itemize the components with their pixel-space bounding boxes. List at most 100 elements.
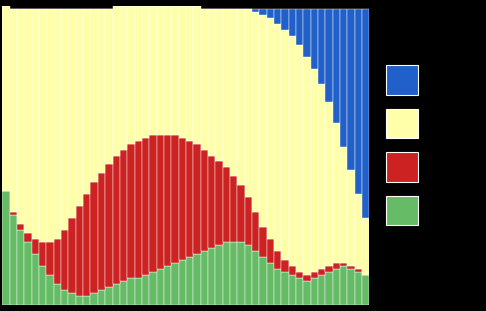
Bar [223, 167, 230, 242]
Bar [260, 9, 267, 15]
Bar [98, 9, 105, 174]
Bar [362, 275, 369, 305]
Bar [54, 239, 61, 284]
Bar [274, 9, 281, 24]
Bar [333, 9, 340, 123]
Bar [47, 9, 54, 242]
Bar [142, 137, 149, 275]
Bar [252, 9, 260, 12]
Bar [164, 135, 171, 266]
Bar [98, 290, 105, 305]
Bar [98, 174, 105, 290]
Bar [39, 266, 47, 305]
Bar [193, 144, 201, 254]
Bar [39, 242, 47, 266]
Bar [230, 176, 237, 242]
Bar [83, 9, 90, 194]
Bar [267, 9, 274, 18]
Bar [347, 170, 355, 266]
Bar [135, 278, 142, 305]
Bar [2, 6, 10, 191]
Bar [237, 185, 244, 242]
Bar [47, 242, 54, 275]
Bar [215, 161, 223, 245]
Bar [113, 156, 120, 284]
Bar [318, 9, 325, 84]
Bar [223, 242, 230, 305]
Bar [347, 9, 355, 170]
Bar [274, 24, 281, 251]
Bar [149, 135, 156, 272]
Bar [303, 275, 311, 281]
Bar [281, 30, 289, 260]
Bar [230, 9, 237, 176]
Bar [61, 9, 69, 230]
Bar [260, 257, 267, 305]
Bar [186, 6, 193, 141]
Bar [281, 272, 289, 305]
Bar [178, 260, 186, 305]
Bar [267, 239, 274, 263]
Bar [333, 263, 340, 269]
Bar [244, 9, 252, 197]
Bar [113, 6, 120, 156]
Bar [244, 197, 252, 245]
Bar [76, 296, 83, 305]
Bar [333, 269, 340, 305]
Bar [90, 293, 98, 305]
Bar [149, 6, 156, 135]
Bar [142, 6, 149, 137]
Bar [135, 141, 142, 278]
Bar [24, 233, 32, 242]
Bar [311, 9, 318, 69]
Bar [340, 146, 347, 263]
Bar [164, 6, 171, 135]
Bar [32, 239, 39, 254]
Bar [201, 150, 208, 251]
Bar [105, 9, 113, 165]
Bar [47, 275, 54, 305]
Bar [333, 123, 340, 263]
Bar [90, 9, 98, 182]
Bar [61, 230, 69, 290]
Bar [267, 263, 274, 305]
Bar [274, 251, 281, 269]
Bar [24, 242, 32, 305]
Bar [171, 263, 178, 305]
Bar [171, 135, 178, 263]
Bar [76, 9, 83, 206]
Bar [54, 9, 61, 239]
Bar [90, 182, 98, 293]
Bar [32, 9, 39, 239]
Bar [289, 36, 296, 266]
Bar [311, 69, 318, 272]
Bar [127, 144, 135, 278]
Bar [127, 278, 135, 305]
Bar [311, 272, 318, 278]
Bar [178, 6, 186, 137]
Bar [156, 6, 164, 135]
Bar [260, 227, 267, 257]
Bar [355, 194, 362, 269]
Bar [296, 9, 303, 45]
Bar [120, 281, 127, 305]
Bar [10, 9, 17, 212]
Bar [281, 9, 289, 30]
Bar [215, 9, 223, 161]
Bar [289, 266, 296, 275]
Bar [252, 212, 260, 251]
Bar [296, 272, 303, 278]
Bar [178, 137, 186, 260]
Bar [244, 245, 252, 305]
Bar [281, 260, 289, 272]
Bar [311, 278, 318, 305]
Bar [303, 9, 311, 57]
Bar [127, 6, 135, 144]
Bar [267, 18, 274, 239]
Bar [260, 15, 267, 227]
Bar [252, 251, 260, 305]
Bar [105, 165, 113, 287]
Bar [17, 224, 24, 230]
Bar [17, 230, 24, 305]
Bar [120, 6, 127, 150]
